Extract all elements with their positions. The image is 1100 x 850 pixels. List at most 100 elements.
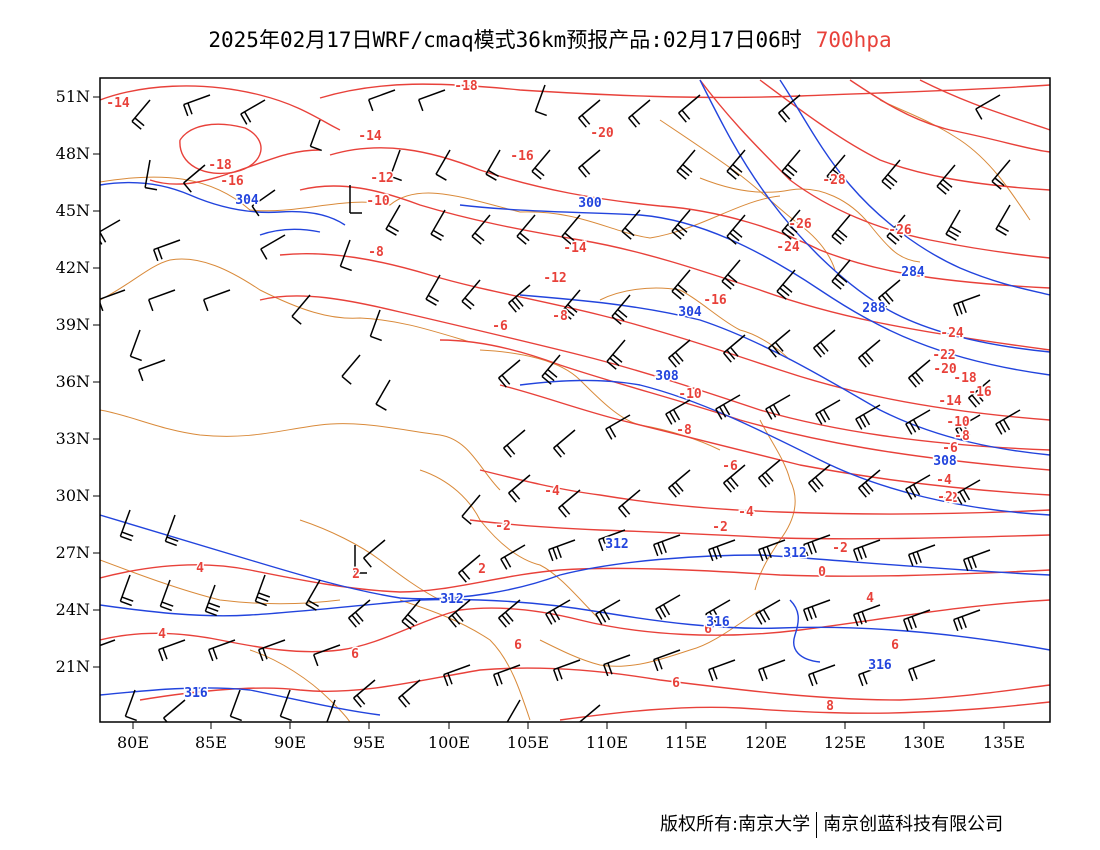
- wind-barb-flag: [671, 484, 681, 495]
- wind-barb-flag: [955, 493, 963, 505]
- wind-barb-staff: [886, 214, 906, 237]
- wind-barb-flag: [501, 614, 511, 625]
- wind-barb-flag: [498, 377, 507, 388]
- wind-barb-staff: [254, 574, 266, 602]
- wind-barb: [991, 159, 1011, 190]
- wind-barb-flag: [508, 492, 517, 503]
- wind-barb-flag: [498, 617, 507, 628]
- wind-barb-flag: [671, 290, 682, 300]
- wind-barb-staff: [183, 164, 206, 184]
- wind-barb-staff: [369, 309, 381, 337]
- wind-barb-staff: [260, 234, 286, 250]
- wind-barb-flag: [958, 491, 967, 503]
- wind-barb-flag: [557, 667, 563, 680]
- footer-divider: [816, 812, 818, 838]
- wind-barb: [855, 404, 881, 430]
- temperature-label: 6: [351, 647, 359, 662]
- wind-barb-flag: [458, 572, 467, 583]
- temperature-label: 2: [352, 567, 360, 582]
- wind-barb-flag: [161, 601, 174, 607]
- wind-barb-flag: [726, 479, 736, 490]
- wind-barb: [534, 84, 547, 117]
- wind-barb-flag: [243, 111, 252, 123]
- wind-barb-staff: [721, 259, 741, 282]
- wind-barb: [353, 679, 376, 708]
- wind-barb: [628, 99, 651, 128]
- wind-barb-flag: [768, 406, 777, 418]
- wind-barb-flag: [501, 374, 511, 385]
- wind-barb: [152, 239, 181, 262]
- wind-barb: [182, 94, 211, 117]
- wind-barb-flag: [718, 406, 727, 418]
- wind-barb: [254, 574, 271, 607]
- wind-barb-flag: [774, 341, 784, 352]
- wind-barb-flag: [708, 611, 717, 623]
- wind-barb-flag: [952, 304, 959, 317]
- wind-barb-flag: [674, 287, 685, 297]
- wind-barb: [952, 609, 981, 632]
- temperature-label: -6: [722, 459, 738, 474]
- wind-barb-flag: [658, 606, 667, 618]
- wind-barb: [516, 214, 536, 245]
- border-line: [100, 258, 471, 343]
- wind-barb: [905, 409, 931, 435]
- wind-barb-flag: [605, 428, 613, 440]
- wind-barb-flag: [679, 167, 690, 177]
- wind-barb-flag: [818, 411, 827, 423]
- wind-barb-flag: [832, 169, 843, 178]
- wind-barb-staff: [936, 164, 956, 187]
- wind-barb: [597, 529, 626, 552]
- wind-barb-flag: [341, 375, 352, 385]
- wind-barb: [279, 689, 292, 722]
- wind-barb: [765, 394, 791, 420]
- wind-barb-staff: [881, 159, 901, 182]
- wind-barb: [758, 459, 781, 488]
- wind-barb-flag: [464, 297, 475, 307]
- wind-barb-flag: [564, 307, 575, 317]
- wind-barb-staff: [671, 269, 691, 292]
- wind-barb-flag: [652, 659, 659, 672]
- wind-barb-staff: [389, 149, 401, 177]
- wind-barb-flag: [120, 535, 132, 542]
- geopotential-label: 316: [184, 686, 208, 701]
- wind-barb-flag: [474, 232, 485, 242]
- wind-barb-flag: [547, 549, 554, 562]
- wind-barb-flag: [997, 224, 1009, 233]
- wind-barb: [602, 654, 631, 677]
- wind-barb-flag: [808, 482, 817, 493]
- wind-barb-flag: [160, 605, 172, 612]
- wind-barb-staff: [430, 209, 446, 235]
- wind-barb-flag: [461, 569, 471, 580]
- wind-barb-flag: [668, 357, 677, 368]
- latitude-axis: 51N 48N 45N 42N 39N 36N 33N 30N 27N 24N 21N: [56, 87, 100, 676]
- wind-barb-flag: [503, 447, 512, 458]
- wind-barb-flag: [908, 421, 917, 433]
- wind-barb: [157, 639, 186, 662]
- wind-barb-flag: [205, 610, 217, 617]
- geopotential-contour-line: [100, 598, 1050, 651]
- wind-barb-flag: [125, 715, 137, 722]
- temperature-label: 6: [514, 638, 522, 653]
- wind-barb-flag: [905, 423, 913, 435]
- wind-barb-flag: [451, 614, 461, 625]
- wind-barb: [886, 214, 906, 245]
- lat-label-30n: 30N: [56, 486, 90, 505]
- wind-barb: [461, 494, 481, 525]
- wind-barb: [144, 159, 158, 191]
- wind-barb-flag: [157, 247, 163, 260]
- wind-barb-flag: [907, 617, 913, 630]
- wind-barb-flag: [401, 694, 411, 705]
- wind-barb: [183, 164, 206, 193]
- wind-barb-flag: [971, 556, 977, 569]
- wind-barb-flag: [461, 515, 472, 525]
- wind-barb: [781, 209, 801, 240]
- wind-barb-flag: [837, 229, 848, 238]
- wind-barb-flag: [597, 539, 604, 552]
- geopotential-label: 308: [655, 369, 679, 384]
- wind-barb-flag: [815, 413, 823, 425]
- wind-barb: [902, 609, 931, 632]
- wind-barb-flag: [202, 299, 209, 312]
- wind-barb: [348, 599, 371, 628]
- wind-barb-staff: [781, 149, 801, 172]
- wind-barb-flag: [485, 173, 497, 181]
